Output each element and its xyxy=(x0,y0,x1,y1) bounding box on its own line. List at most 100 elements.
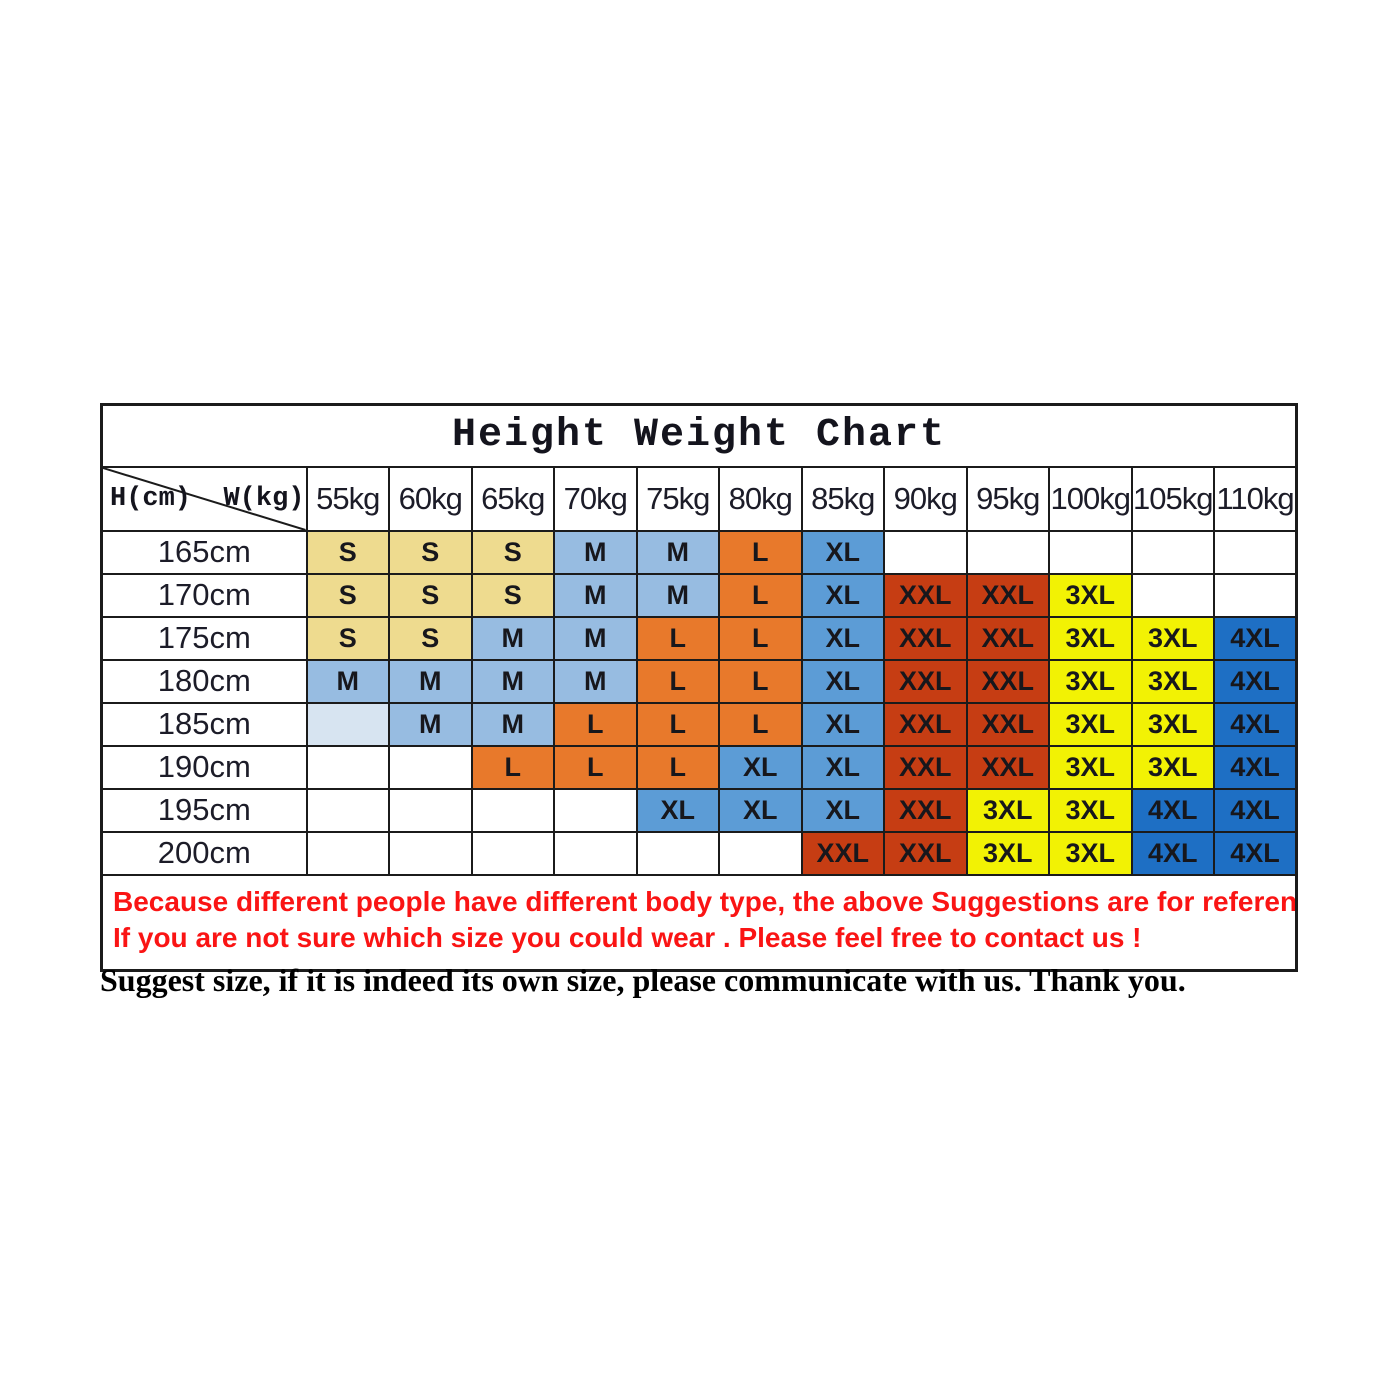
size-cell: XXL xyxy=(883,744,968,790)
size-cell: M xyxy=(388,701,473,747)
size-cell: L xyxy=(718,615,803,661)
weight-column-header: 85kg xyxy=(800,465,885,532)
size-cell: M xyxy=(553,572,638,618)
size-cell: 3XL xyxy=(1130,615,1215,661)
empty-cell xyxy=(1048,529,1133,575)
size-cell: 3XL xyxy=(1048,744,1133,790)
empty-cell xyxy=(305,830,390,876)
size-cell: L xyxy=(718,572,803,618)
empty-cell xyxy=(305,701,390,747)
empty-cell xyxy=(1130,572,1215,618)
size-cell: M xyxy=(470,658,555,704)
height-row-label: 170cm xyxy=(100,572,308,618)
size-cell: 4XL xyxy=(1213,787,1298,833)
size-cell: M xyxy=(553,529,638,575)
size-cell: M xyxy=(553,658,638,704)
weight-axis-label: W(kg) xyxy=(223,483,305,514)
size-cell: XXL xyxy=(965,658,1050,704)
size-cell: XXL xyxy=(883,830,968,876)
size-cell: S xyxy=(305,615,390,661)
notice-row: Because different people have different … xyxy=(100,873,1298,972)
size-cell: XL xyxy=(800,701,885,747)
size-cell: 3XL xyxy=(1048,572,1133,618)
footer-note: Suggest size, if it is indeed its own si… xyxy=(100,962,1186,998)
size-cell: 3XL xyxy=(965,830,1050,876)
size-cell: XXL xyxy=(883,787,968,833)
empty-cell xyxy=(388,787,473,833)
empty-cell xyxy=(553,787,638,833)
chart-row: 185cm M M L L L XL XXL XXL 3XL 3XL 4XL xyxy=(100,701,1298,747)
notice-box: Because different people have different … xyxy=(100,873,1298,972)
size-cell: S xyxy=(305,529,390,575)
chart-row: 175cm S S M M L L XL XXL XXL 3XL 3XL 4XL xyxy=(100,615,1298,661)
weight-column-header: 60kg xyxy=(388,465,473,532)
size-cell: XL xyxy=(635,787,720,833)
empty-cell xyxy=(470,830,555,876)
weight-column-header: 70kg xyxy=(553,465,638,532)
size-cell: L xyxy=(553,701,638,747)
title-row: Height Weight Chart xyxy=(100,403,1298,468)
height-row-label: 180cm xyxy=(100,658,308,704)
size-cell: 3XL xyxy=(1048,615,1133,661)
chart-row: 165cm S S S M M L XL xyxy=(100,529,1298,575)
size-cell: 3XL xyxy=(1048,787,1133,833)
size-cell: L xyxy=(635,615,720,661)
size-cell: 3XL xyxy=(965,787,1050,833)
empty-cell xyxy=(635,830,720,876)
size-cell: XL xyxy=(800,744,885,790)
size-cell: 3XL xyxy=(1048,830,1133,876)
weight-column-header: 65kg xyxy=(470,465,555,532)
chart-row: 200cm XXL XXL 3XL 3XL 4XL 4XL xyxy=(100,830,1298,876)
height-axis-label: H(cm) xyxy=(110,483,192,514)
size-cell: L xyxy=(718,701,803,747)
size-cell: S xyxy=(470,572,555,618)
height-row-label: 190cm xyxy=(100,744,308,790)
size-cell: XL xyxy=(800,572,885,618)
size-cell: L xyxy=(553,744,638,790)
size-cell: XL xyxy=(718,744,803,790)
size-cell: L xyxy=(718,658,803,704)
empty-cell xyxy=(718,830,803,876)
size-cell: 4XL xyxy=(1213,615,1298,661)
size-cell: XXL xyxy=(800,830,885,876)
size-cell: S xyxy=(388,572,473,618)
size-cell: 4XL xyxy=(1213,744,1298,790)
height-row-label: 185cm xyxy=(100,701,308,747)
size-cell: M xyxy=(470,615,555,661)
notice-line-1: Because different people have different … xyxy=(113,885,1297,917)
empty-cell xyxy=(388,744,473,790)
size-cell: M xyxy=(305,658,390,704)
size-cell: M xyxy=(635,572,720,618)
size-cell: 3XL xyxy=(1048,658,1133,704)
size-cell: 3XL xyxy=(1130,701,1215,747)
size-cell: XXL xyxy=(965,615,1050,661)
empty-cell xyxy=(965,529,1050,575)
size-cell: XXL xyxy=(965,701,1050,747)
size-cell: M xyxy=(553,615,638,661)
header-row: H(cm) W(kg) 55kg 60kg 65kg 70kg 75kg 80kg 85kg… xyxy=(100,465,1298,532)
weight-column-header: 110kg xyxy=(1213,465,1298,532)
size-cell: XL xyxy=(800,529,885,575)
weight-column-header: 75kg xyxy=(635,465,720,532)
weight-column-header: 55kg xyxy=(305,465,390,532)
empty-cell xyxy=(1130,529,1215,575)
size-cell: 3XL xyxy=(1130,658,1215,704)
empty-cell xyxy=(1213,572,1298,618)
size-cell: XL xyxy=(800,787,885,833)
size-cell: 4XL xyxy=(1130,830,1215,876)
weight-column-header: 90kg xyxy=(883,465,968,532)
axis-corner-cell: H(cm) W(kg) xyxy=(100,465,308,532)
empty-cell xyxy=(883,529,968,575)
size-cell: M xyxy=(470,701,555,747)
weight-column-header: 100kg xyxy=(1048,465,1133,532)
size-cell: 3XL xyxy=(1048,701,1133,747)
notice-line-2: If you are not sure which size you could… xyxy=(113,922,1142,954)
empty-cell xyxy=(470,787,555,833)
size-cell: L xyxy=(635,658,720,704)
size-cell: XXL xyxy=(883,615,968,661)
empty-cell xyxy=(305,744,390,790)
size-cell: XXL xyxy=(965,572,1050,618)
size-cell: M xyxy=(635,529,720,575)
height-row-label: 200cm xyxy=(100,830,308,876)
